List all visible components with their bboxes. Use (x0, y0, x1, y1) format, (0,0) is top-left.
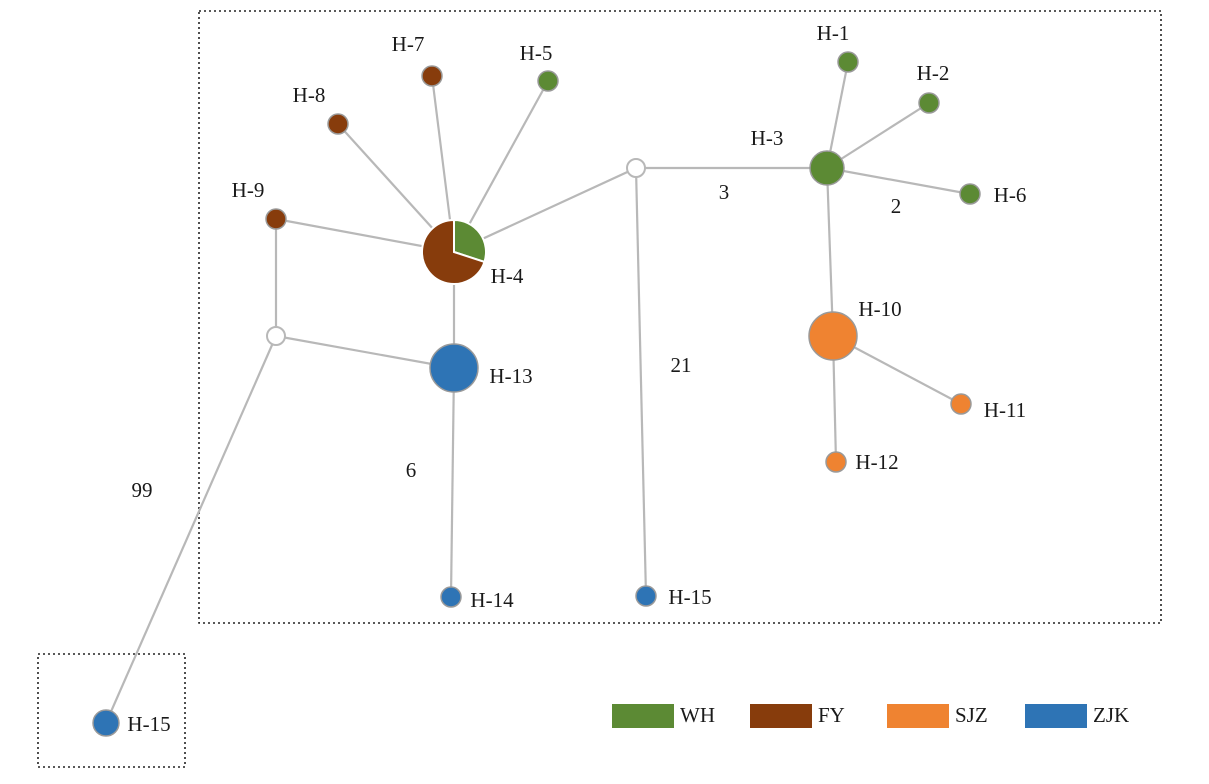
node-circle-sjz (808, 311, 858, 361)
node-h-5 (537, 70, 559, 92)
pie-slice-fy (421, 218, 486, 285)
edge-label-mv1-h15: 21 (671, 353, 692, 377)
legend-swatch-wh (612, 704, 674, 728)
edge-labels-layer: 3 2 21 6 99 (132, 180, 902, 502)
node-circle-wh (837, 51, 859, 73)
pie-slice-wh (453, 218, 487, 264)
legend-label-wh: WH (680, 703, 715, 727)
legend-label-fy: FY (818, 703, 845, 727)
edge-label-h3-h6: 2 (891, 194, 902, 218)
node-circle-fy (421, 65, 443, 87)
node-label-h-15a: H-15 (668, 585, 711, 609)
node-h-8 (327, 113, 349, 135)
edge-h-3-h-6 (826, 166, 971, 196)
node-h-15a (635, 585, 657, 607)
node-circle-fy (265, 208, 287, 230)
node-labels-layer: H-1 H-2 H-3 H-4 H-5 H-6 H-7 H-8 H-9 H-10 H-11 H-12 H… (127, 21, 1026, 736)
node-h-11 (950, 393, 972, 415)
node-h-10 (808, 311, 858, 361)
node-mv1 (626, 158, 646, 178)
node-h-7 (421, 65, 443, 87)
edge-h-13-h-14 (449, 367, 456, 598)
edge-label-mv2-h15-outgroup: 99 (132, 478, 153, 502)
node-circle-zjk (635, 585, 657, 607)
nodes-layer (92, 51, 981, 737)
node-label-h-13: H-13 (489, 364, 532, 388)
main-cluster-box (198, 10, 1162, 624)
node-h-4 (421, 218, 487, 285)
node-label-h-4: H-4 (491, 264, 524, 288)
node-circle-wh (809, 150, 845, 186)
node-h-12 (825, 451, 847, 473)
node-h-3 (809, 150, 845, 186)
legend-swatch-zjk (1025, 704, 1087, 728)
node-h-1 (837, 51, 859, 73)
node-label-h-14: H-14 (470, 588, 514, 612)
node-label-h-6: H-6 (994, 183, 1027, 207)
node-h-2 (918, 92, 940, 114)
node-label-h-12: H-12 (855, 450, 898, 474)
node-circle-wh (959, 183, 981, 205)
node-label-h-2: H-2 (917, 61, 950, 85)
node-h-6 (959, 183, 981, 205)
median-vector-node (266, 326, 286, 346)
node-label-h-15b: H-15 (127, 712, 170, 736)
legend-swatch-fy (750, 704, 812, 728)
node-circle-sjz (950, 393, 972, 415)
node-h-9 (265, 208, 287, 230)
node-h-14 (440, 586, 462, 608)
node-label-h-11: H-11 (984, 398, 1026, 422)
legend-label-sjz: SJZ (955, 703, 988, 727)
node-label-h-9: H-9 (232, 178, 265, 202)
legend-swatch-sjz (887, 704, 949, 728)
median-vector-node (626, 158, 646, 178)
node-h-13 (429, 343, 479, 393)
edge-h-3-h-10 (825, 167, 835, 337)
node-h-15b (92, 709, 120, 737)
legend: WH FY SJZ ZJK (612, 702, 1172, 730)
node-circle-zjk (440, 586, 462, 608)
legend-label-zjk: ZJK (1093, 703, 1130, 727)
node-label-h-8: H-8 (293, 83, 326, 107)
node-circle-wh (918, 92, 940, 114)
node-circle-wh (537, 70, 559, 92)
node-circle-sjz (825, 451, 847, 473)
node-circle-zjk (429, 343, 479, 393)
node-circle-fy (327, 113, 349, 135)
edge-label-mv1-h3: 3 (719, 180, 730, 204)
node-label-h-3: H-3 (751, 126, 784, 150)
edge-mv2-h-15b (104, 335, 278, 724)
edge-h-3-h-2 (826, 102, 930, 169)
edge-mv1-h-15a (634, 167, 648, 597)
node-label-h-7: H-7 (392, 32, 425, 56)
node-label-h-5: H-5 (520, 41, 553, 65)
node-label-h-1: H-1 (817, 21, 850, 45)
node-circle-zjk (92, 709, 120, 737)
edge-h-4-mv1 (453, 167, 637, 253)
edge-h-3-h-1 (825, 61, 850, 169)
node-mv2 (266, 326, 286, 346)
edge-label-h13-h14: 6 (406, 458, 417, 482)
edge-mv2-h-13 (275, 334, 455, 370)
node-label-h-10: H-10 (858, 297, 901, 321)
